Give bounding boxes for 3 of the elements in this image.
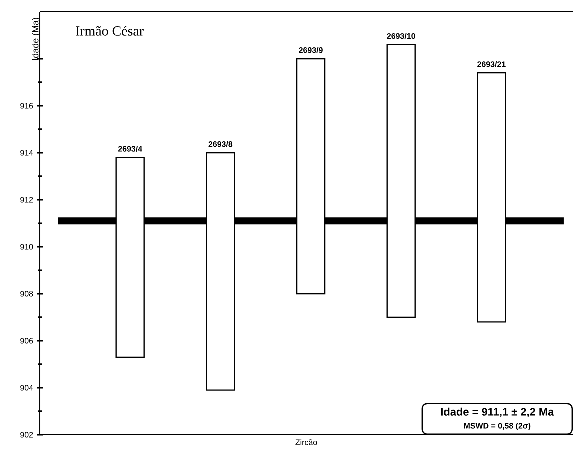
text: Irmão César (76, 26, 144, 36)
annotation: Idade = 911,1 ± 2,2 Ma (441, 408, 554, 418)
y-axis-title: Idade (Ma) (32, 18, 40, 60)
